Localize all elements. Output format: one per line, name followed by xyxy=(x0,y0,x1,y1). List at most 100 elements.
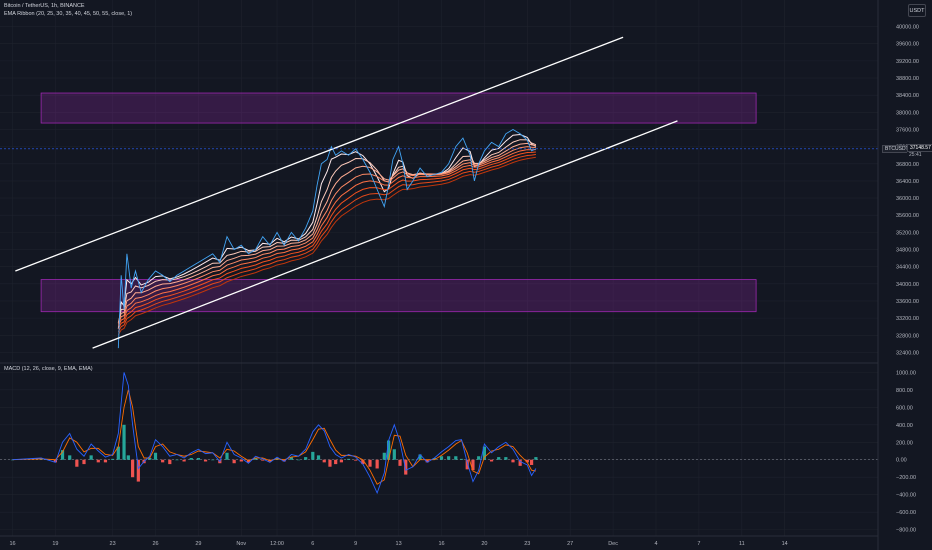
price-tick-label: 38400.00 xyxy=(896,93,919,99)
macd-hist-bar xyxy=(454,456,458,460)
time-tick-label: 23 xyxy=(110,541,116,547)
time-tick-label: 19 xyxy=(52,541,58,547)
macd-tick-label: −600.00 xyxy=(896,510,916,516)
price-axis-background[interactable] xyxy=(878,0,932,550)
price-tick-label: 38000.00 xyxy=(896,110,919,116)
macd-hist-bar xyxy=(404,459,408,475)
macd-tick-label: −400.00 xyxy=(896,493,916,499)
price-tag-countdown: 25:41 xyxy=(907,151,924,158)
price-tick-label: 32800.00 xyxy=(896,333,919,339)
macd-hist-bar xyxy=(131,459,135,478)
macd-hist-bar xyxy=(432,457,436,460)
price-tick-label: 33200.00 xyxy=(896,316,919,322)
symbol-title[interactable]: Bitcoin / TetherUS, 1h, BINANCE xyxy=(4,3,85,9)
time-tick-label: 7 xyxy=(697,541,700,547)
time-tick-label: 11 xyxy=(739,541,745,547)
channel-upper xyxy=(15,36,624,272)
macd-tick-label: −800.00 xyxy=(896,528,916,534)
macd-hist-bar xyxy=(511,459,515,463)
ema-line xyxy=(117,154,536,333)
macd-hist-bar xyxy=(334,459,338,465)
macd-hist-bar xyxy=(148,457,152,460)
time-tick-label: 9 xyxy=(354,541,357,547)
price-axis[interactable]: 40000.00 39600.00 39200.00 38800.00 38400.00… xyxy=(896,25,919,357)
macd-hist-bar xyxy=(68,455,72,460)
macd-hist-bar xyxy=(447,456,451,460)
macd-hist-bar xyxy=(282,459,286,462)
price-line xyxy=(117,128,537,349)
price-tick-label: 35200.00 xyxy=(896,230,919,236)
macd-hist-bar xyxy=(411,459,415,461)
macd-hist-bar xyxy=(311,451,315,460)
currency-button[interactable]: USDT xyxy=(908,4,926,17)
price-tick-label: 34000.00 xyxy=(896,282,919,288)
price-tick-label: 34800.00 xyxy=(896,248,919,254)
macd-hist-bar xyxy=(339,459,343,463)
ema-line xyxy=(117,134,537,329)
zone-resistance xyxy=(40,92,757,124)
macd-hist-bar xyxy=(418,454,422,460)
ema-line xyxy=(117,149,536,327)
macd-hist-bar xyxy=(346,458,351,460)
macd-tick-label: 1000.00 xyxy=(896,370,916,376)
time-tick-label: 14 xyxy=(782,541,788,547)
macd-tick-label: 800.00 xyxy=(896,388,913,394)
time-tick-label: Dec xyxy=(608,541,618,547)
ema-ribbon-legend[interactable]: EMA Ribbon (20, 25, 30, 35, 40, 45, 50, … xyxy=(4,11,133,17)
macd-hist-bar xyxy=(103,459,108,463)
macd-hist-bar xyxy=(354,459,358,461)
macd-hist-bar xyxy=(459,458,464,460)
price-tick-label: 38800.00 xyxy=(896,76,919,82)
time-tick-label: 23 xyxy=(524,541,530,547)
price-tick-label: 33600.00 xyxy=(896,299,919,305)
macd-hist-bar xyxy=(189,457,193,460)
macd-axis[interactable]: 1000.00 800.00 600.00 400.00 200.00 0.00 −200.… xyxy=(896,370,916,533)
macd-hist-bar xyxy=(196,457,200,460)
macd-hist-bar xyxy=(304,457,308,460)
macd-hist-bar xyxy=(136,459,140,482)
macd-hist-bar xyxy=(529,459,534,465)
price-tick-label: 40000.00 xyxy=(896,25,919,31)
macd-hist-bar xyxy=(175,459,179,461)
macd-hist-bar xyxy=(477,456,481,460)
macd-hist-bar xyxy=(254,457,258,460)
macd-hist-bar xyxy=(89,455,93,460)
time-tick-label: 20 xyxy=(481,541,487,547)
macd-lines xyxy=(12,372,537,495)
price-series xyxy=(117,128,537,349)
macd-hist-bar xyxy=(232,459,236,464)
time-tick-label: 29 xyxy=(195,541,201,547)
macd-legend[interactable]: MACD (12, 26, close, 9, EMA, EMA) xyxy=(4,366,93,372)
macd-hist-bar xyxy=(126,455,130,460)
time-tick-label: 6 xyxy=(311,541,314,547)
price-tick-label: 37600.00 xyxy=(896,127,919,133)
price-tick-label: 35600.00 xyxy=(896,213,919,219)
macd-hist-bar xyxy=(116,446,120,460)
macd-hist-bar xyxy=(386,440,391,460)
macd-hist-bar xyxy=(211,459,215,461)
macd-tick-label: 200.00 xyxy=(896,440,913,446)
macd-line xyxy=(12,372,537,495)
time-tick-label: 13 xyxy=(396,541,402,547)
macd-hist-bar xyxy=(497,457,501,460)
macd-hist-bar xyxy=(392,449,396,460)
macd-hist-bar xyxy=(153,452,158,460)
time-tick-label: 16 xyxy=(9,541,15,547)
time-axis[interactable]: 16 19 23 26 29 Nov 12:00 6 9 13 16 20 23 27 Dec 4 7 11 14 xyxy=(9,541,787,547)
signal-line xyxy=(12,389,536,485)
macd-hist-bar xyxy=(328,459,332,467)
macd-tick-label: −200.00 xyxy=(896,475,916,481)
macd-hist-bar xyxy=(225,452,229,460)
macd-hist-bar xyxy=(75,459,79,467)
price-tick-label: 36800.00 xyxy=(896,162,919,168)
ema-line xyxy=(117,139,537,324)
macd-hist-bar xyxy=(82,459,86,465)
ema-line xyxy=(117,146,536,325)
channel-lines xyxy=(15,36,678,349)
macd-hist-bar xyxy=(361,459,365,465)
macd-hist-bar xyxy=(471,459,475,471)
channel-lower xyxy=(92,120,678,349)
macd-hist-bar xyxy=(375,459,379,469)
price-tick-label: 34400.00 xyxy=(896,265,919,271)
